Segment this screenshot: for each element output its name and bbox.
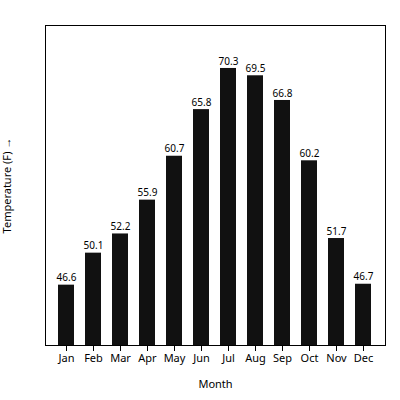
svg-text:60.7: 60.7 [165,141,185,155]
svg-text:52.2: 52.2 [111,219,131,233]
svg-text:Mar: Mar [110,350,131,365]
svg-text:46.6: 46.6 [57,270,77,284]
svg-text:Feb: Feb [84,350,103,365]
svg-text:Apr: Apr [138,350,157,365]
svg-text:Jan: Jan [58,350,75,365]
svg-text:60.2: 60.2 [300,146,320,160]
svg-text:51.7: 51.7 [327,224,347,238]
svg-text:Dec: Dec [354,350,374,365]
svg-text:69.5: 69.5 [246,61,266,75]
svg-text:Temperature (F) →: Temperature (F) → [0,138,14,234]
svg-text:Jun: Jun [192,350,210,365]
svg-text:55.9: 55.9 [138,185,158,199]
svg-text:65.8: 65.8 [192,95,212,109]
svg-text:Nov: Nov [326,350,347,365]
svg-text:66.8: 66.8 [273,86,293,100]
svg-text:50.1: 50.1 [84,238,104,252]
svg-text:Month: Month [198,376,232,391]
svg-text:46.7: 46.7 [354,269,374,283]
svg-text:Aug: Aug [245,350,266,365]
svg-text:70.3: 70.3 [219,54,239,68]
svg-text:Jul: Jul [221,350,235,365]
svg-text:Sep: Sep [273,350,292,365]
svg-text:May: May [164,350,186,365]
svg-text:Oct: Oct [301,350,319,365]
